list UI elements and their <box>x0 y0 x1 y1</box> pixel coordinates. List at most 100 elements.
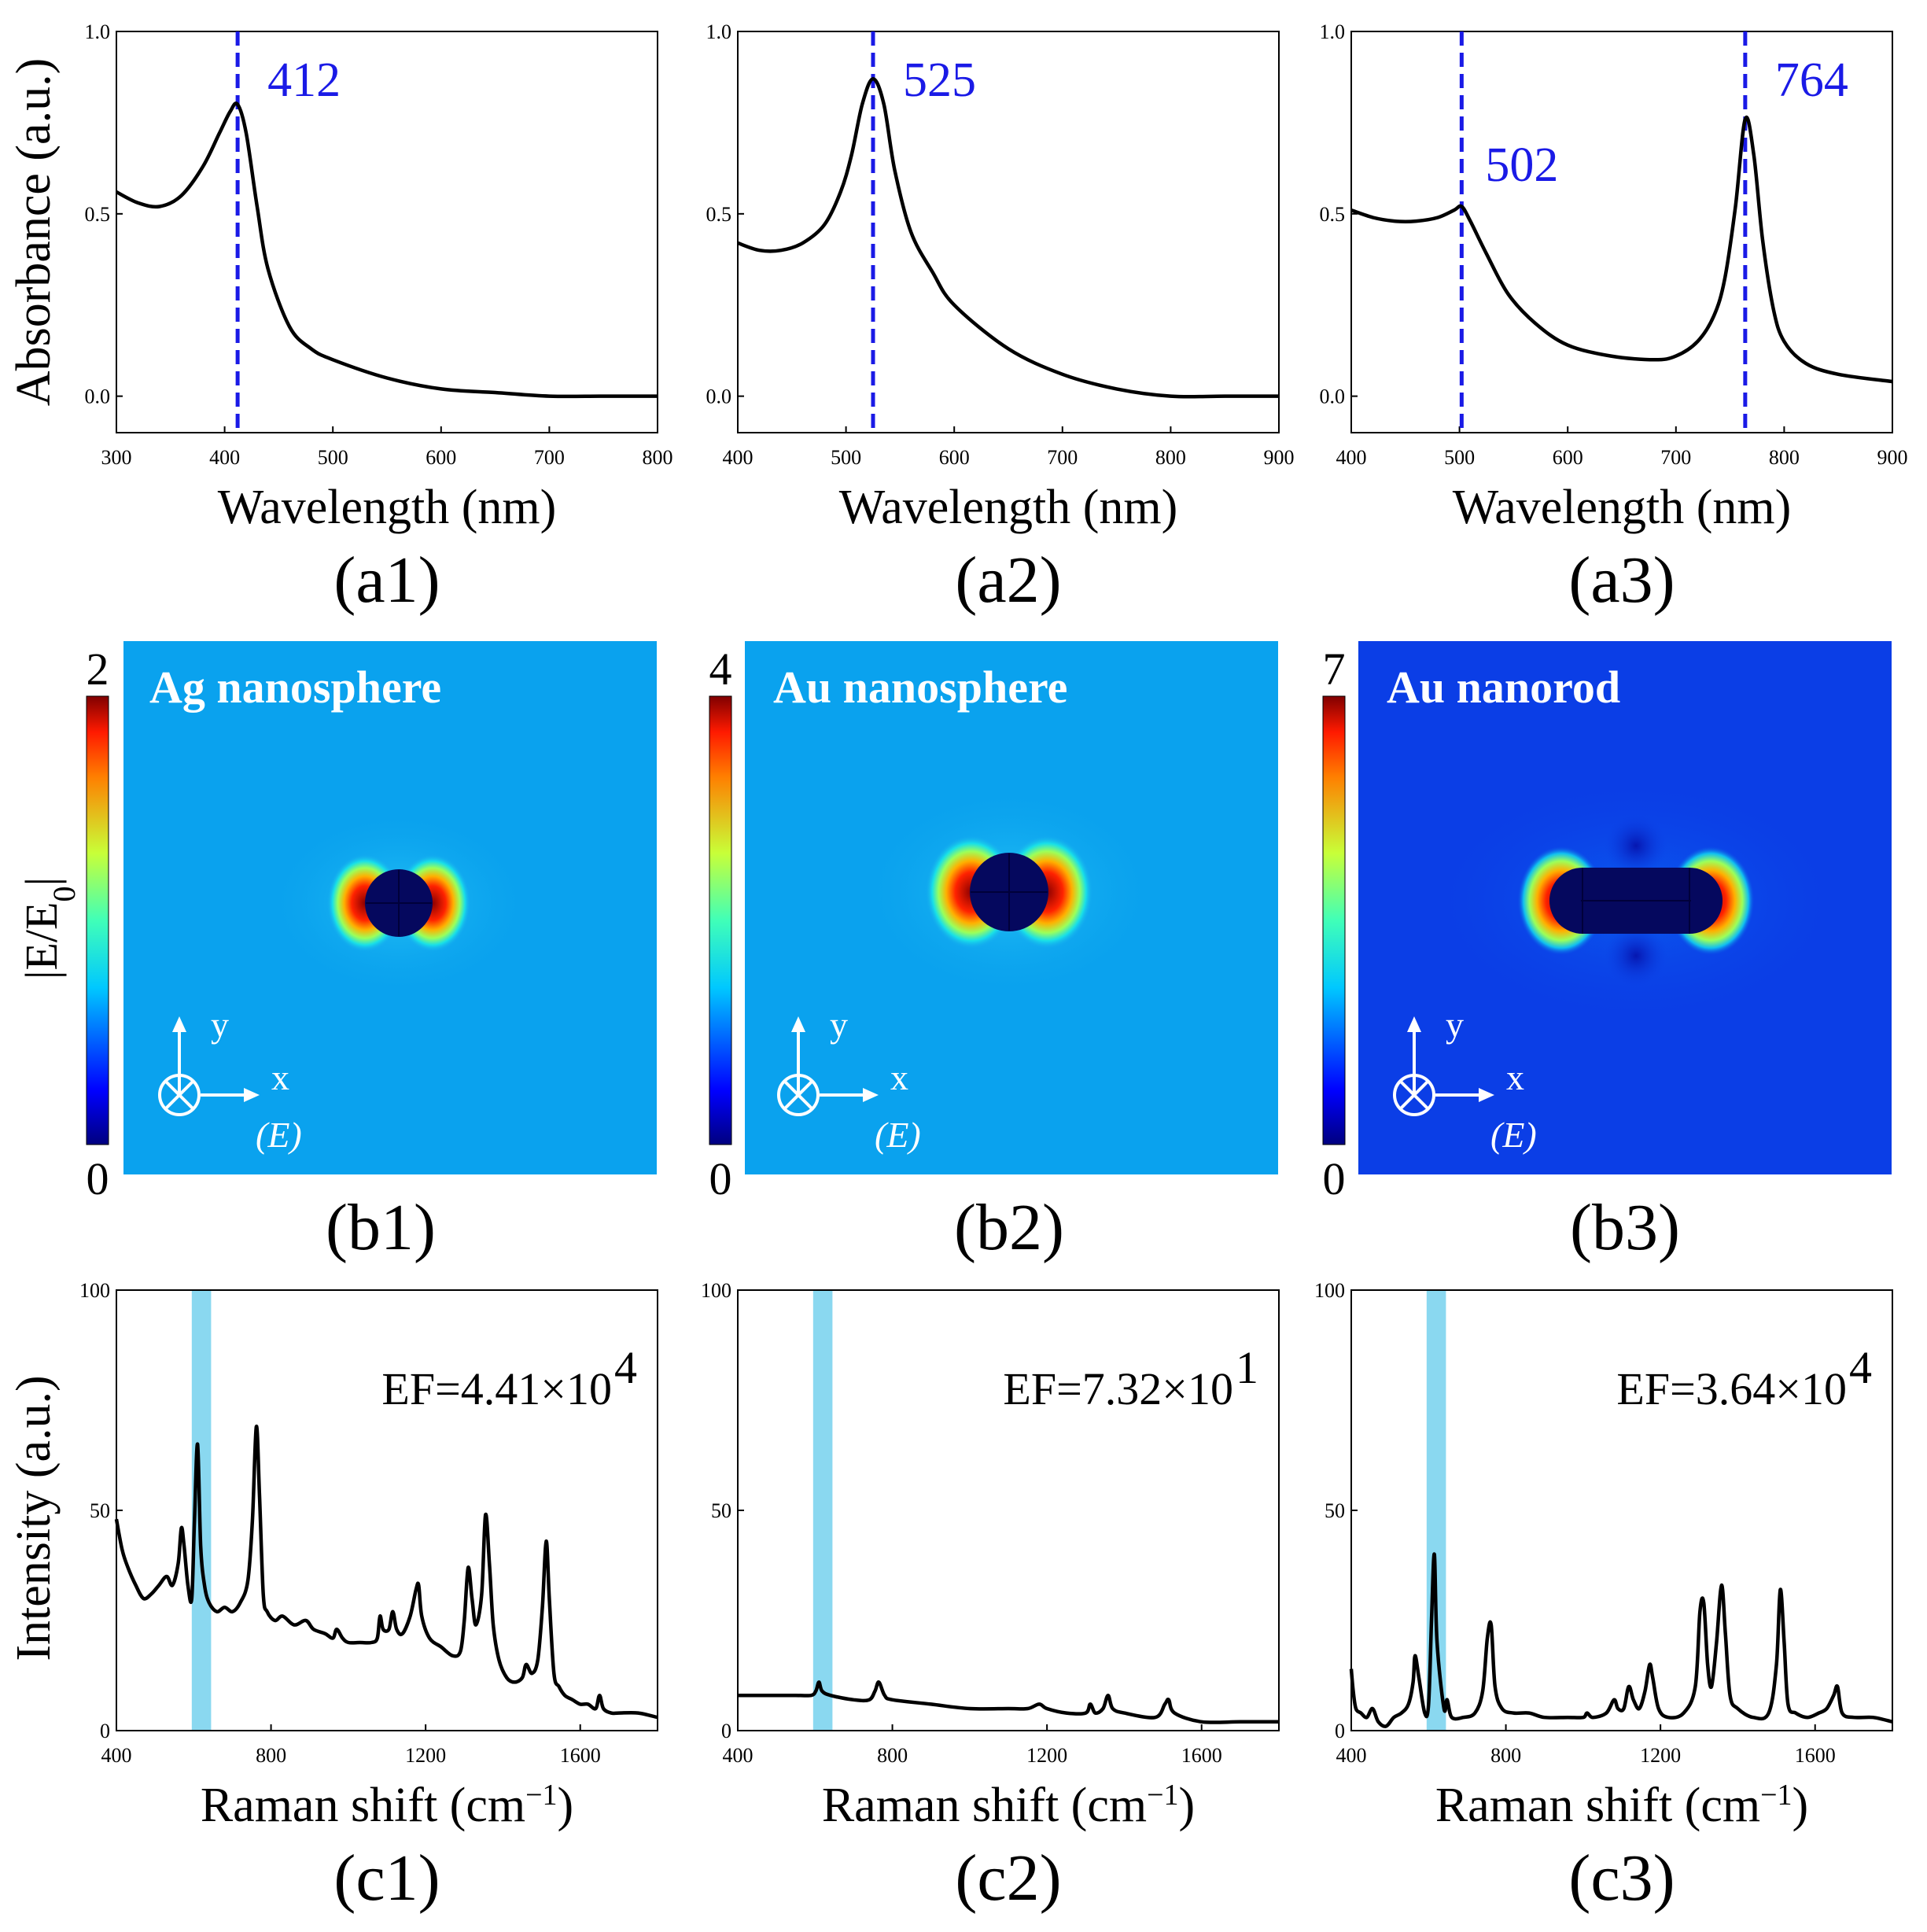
x-tick-label: 700 <box>1047 446 1078 469</box>
panel-label: (c2) <box>955 1842 1061 1915</box>
panel-label: (c3) <box>1568 1842 1675 1915</box>
colorbar-title: |E/E0| <box>16 877 82 979</box>
ef-exponent: 4 <box>614 1342 637 1393</box>
colorbar-min-b1: 0 <box>87 1153 109 1204</box>
y-tick-label: 100 <box>701 1279 731 1302</box>
y-tick-label: 0.0 <box>706 385 732 408</box>
x-tick-label: 600 <box>1553 446 1583 469</box>
panel-label-b2: (b2) <box>954 1191 1064 1264</box>
ef-exponent: 4 <box>1849 1342 1872 1393</box>
x-axis-title: Raman shift (cm−1) <box>1435 1779 1808 1832</box>
x-tick-label: 500 <box>831 446 861 469</box>
ef-annotation: EF=3.64×10 <box>1616 1363 1847 1414</box>
field-dim-lobe-bottom-b3 <box>1605 924 1667 987</box>
data-series-line <box>114 1425 658 1720</box>
svg-text:y: y <box>830 1005 848 1045</box>
colorbar-max-b1: 2 <box>87 643 109 695</box>
x-tick-label: 1200 <box>405 1744 446 1767</box>
x-tick-label: 400 <box>723 446 753 469</box>
raman-chart-c2: 400 800 1200 1600 0 50 100 EF=7.32×10 1 Raman shi… <box>701 1279 1280 1915</box>
absorbance-chart-a3: 400 500 600 700 800 900 0.0 0.5 1.0 502 764 Wavelen… <box>1320 20 1908 617</box>
x-tick-label: 700 <box>1660 446 1691 469</box>
field-map-b3: 7 0 Au nanorod y x (E) (b3) <box>1322 641 1892 1264</box>
coordinate-axes-b1: y x (E) <box>158 1005 302 1155</box>
ef-annotation: EF=4.41×10 <box>381 1363 612 1414</box>
y-tick-label: 0 <box>721 1720 731 1742</box>
y-tick-label: 1.0 <box>1320 20 1346 43</box>
x-tick-label: 400 <box>1336 446 1367 469</box>
y-tick-label: 0.5 <box>706 203 732 226</box>
x-tick-label: 900 <box>1877 446 1908 469</box>
data-series-line <box>737 77 1279 399</box>
colorbar-max-b3: 7 <box>1323 643 1346 695</box>
panel-label: (a3) <box>1568 544 1675 617</box>
x-tick-label: 400 <box>209 446 240 469</box>
x-tick-label: 1200 <box>1026 1744 1067 1767</box>
field-map-b1: 2 0 Ag nanosphere y x (E) (b1) <box>86 641 657 1264</box>
y-tick-label: 100 <box>79 1279 110 1302</box>
x-tick-label: 600 <box>939 446 970 469</box>
svg-text:(E): (E) <box>256 1115 302 1155</box>
ef-exponent: 1 <box>1236 1342 1258 1393</box>
peak-label: 502 <box>1485 138 1558 192</box>
y-tick-label: 0.0 <box>1320 385 1346 408</box>
coordinate-axes-b2: y x (E) <box>777 1005 921 1155</box>
x-axis-title: Wavelength (nm) <box>839 481 1178 534</box>
field-map-title-b2: Au nanosphere <box>773 662 1067 713</box>
panel-label-b3: (b3) <box>1570 1191 1680 1264</box>
y-tick-label: 0.5 <box>85 203 111 226</box>
field-map-b2: 4 0 Au nanosphere y x (E) (b2) <box>709 641 1278 1264</box>
y-tick-label: 1.0 <box>85 20 111 43</box>
svg-text:y: y <box>211 1005 229 1045</box>
peak-label: 412 <box>267 53 341 107</box>
x-tick-label: 800 <box>643 446 673 469</box>
peak-label: 525 <box>903 53 976 107</box>
x-tick-label: 400 <box>1336 1744 1367 1767</box>
data-series-line <box>1349 1552 1893 1728</box>
x-axis-title: Wavelength (nm) <box>218 481 557 534</box>
x-axis-title: Raman shift (cm−1) <box>822 1779 1195 1832</box>
x-tick-label: 800 <box>256 1744 286 1767</box>
raman-chart-c1: 400 800 1200 1600 0 50 100 EF=4.41×10 4 Raman shi… <box>7 1279 658 1915</box>
y-tick-label: 50 <box>711 1499 731 1522</box>
y-tick-label: 50 <box>1325 1499 1345 1522</box>
svg-text:x: x <box>890 1057 908 1097</box>
plot-frame <box>737 31 1280 433</box>
svg-text:x: x <box>271 1057 289 1097</box>
x-tick-label: 800 <box>1155 446 1186 469</box>
data-series-line <box>115 101 658 399</box>
colorbar-max-b2: 4 <box>709 643 732 695</box>
x-tick-label: 600 <box>426 446 456 469</box>
panel-label: (a1) <box>333 544 440 617</box>
colorbar-min-b2: 0 <box>709 1153 732 1204</box>
data-series-line <box>1350 115 1893 384</box>
y-tick-label: 50 <box>90 1499 110 1522</box>
svg-text:(E): (E) <box>1490 1115 1537 1155</box>
svg-text:y: y <box>1446 1005 1464 1045</box>
x-tick-label: 1200 <box>1640 1744 1681 1767</box>
peak-label: 764 <box>1775 53 1848 107</box>
x-tick-label: 1600 <box>1181 1744 1222 1767</box>
x-tick-label: 400 <box>723 1744 753 1767</box>
colorbar-b1 <box>86 695 109 1145</box>
field-dim-lobe-top-b3 <box>1605 814 1667 877</box>
x-tick-label: 500 <box>318 446 348 469</box>
ef-annotation: EF=7.32×10 <box>1003 1363 1233 1414</box>
x-tick-label: 800 <box>1490 1744 1521 1767</box>
colorbar-min-b3: 0 <box>1323 1153 1346 1204</box>
panel-label: (c1) <box>333 1842 440 1915</box>
y-tick-label: 0.5 <box>1320 203 1346 226</box>
x-tick-label: 400 <box>101 1744 132 1767</box>
y-axis-title: Absorbance (a.u.) <box>7 58 61 406</box>
coordinate-axes-b3: y x (E) <box>1393 1005 1537 1155</box>
x-tick-label: 800 <box>1769 446 1800 469</box>
svg-text:(E): (E) <box>875 1115 921 1155</box>
x-tick-label: 800 <box>877 1744 908 1767</box>
field-map-title-b3: Au nanorod <box>1387 662 1620 713</box>
svg-text:x: x <box>1506 1057 1524 1097</box>
plot-frame <box>1350 31 1893 433</box>
y-tick-label: 0 <box>100 1720 110 1742</box>
x-axis-title: Raman shift (cm−1) <box>201 1779 573 1832</box>
field-map-title-b1: Ag nanosphere <box>149 662 441 713</box>
